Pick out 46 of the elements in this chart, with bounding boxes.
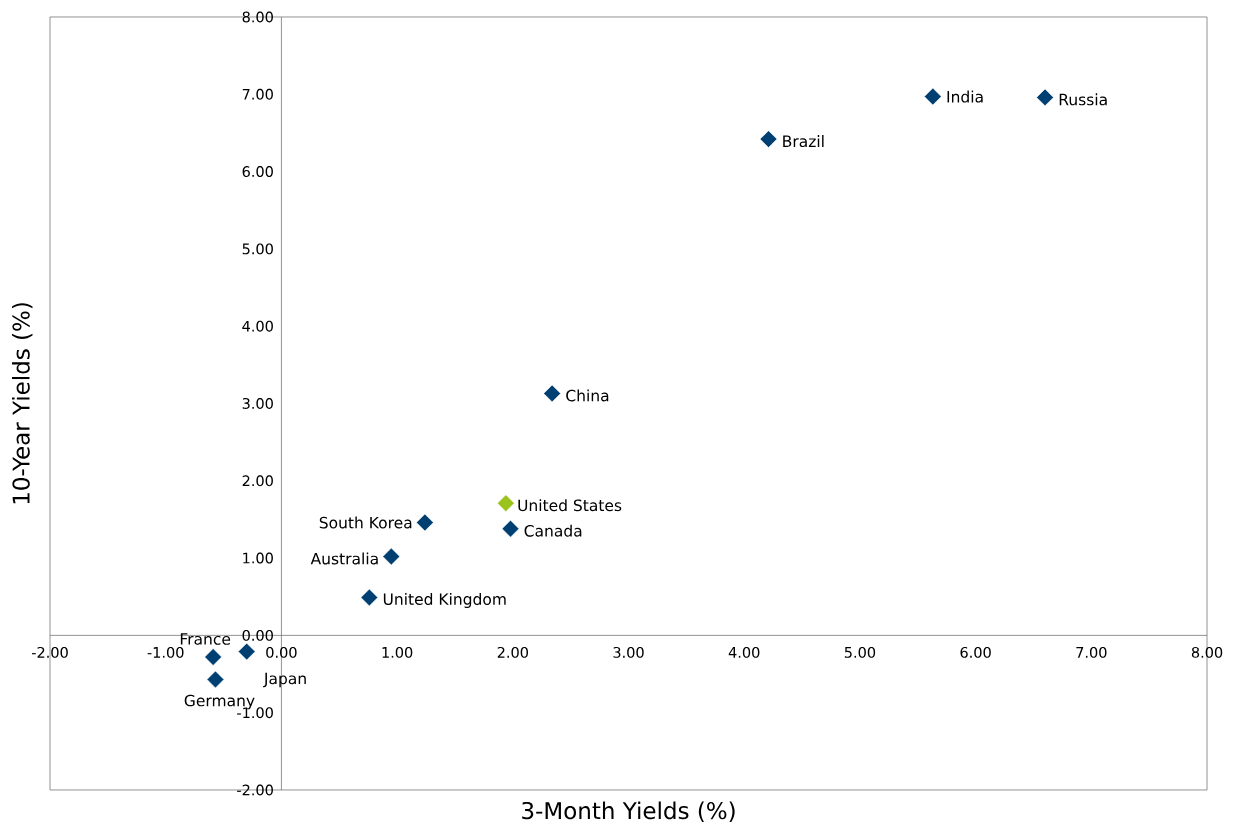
- y-tick-label: -2.00: [237, 784, 273, 796]
- x-tick-label: 6.00: [960, 646, 991, 658]
- y-tick-label: 3.00: [242, 398, 273, 409]
- annotation: Brazil: [783, 135, 824, 148]
- x-tick-label: 0.00: [266, 646, 297, 658]
- point: [1036, 88, 1054, 107]
- annotation: South Korea: [319, 516, 412, 529]
- x-tick-label: 4.00: [728, 646, 760, 658]
- point: [543, 384, 561, 403]
- y-axis-title: 10-Year Yields (%): [11, 303, 33, 504]
- point: [416, 513, 434, 532]
- point: [206, 670, 225, 689]
- annotation: Japan: [263, 672, 306, 688]
- annotation: United States: [518, 499, 622, 512]
- y-tick-label: 8.00: [242, 11, 273, 23]
- y-tick-label: 1.00: [243, 552, 273, 564]
- x-tick-label: 5.00: [844, 646, 876, 658]
- y-tick-label: 0.00: [242, 629, 273, 641]
- x-tick-label: -2.00: [31, 646, 68, 658]
- annotation: Canada: [524, 524, 582, 537]
- annotation: China: [566, 389, 609, 402]
- x-tick-label: 2.00: [497, 646, 528, 658]
- annotation: United Kingdom: [383, 593, 506, 608]
- y-tick-label: 4.00: [242, 320, 273, 332]
- x-tick-label: -1.00: [147, 646, 184, 658]
- y-tick-label: 7.00: [242, 88, 273, 100]
- point: [759, 130, 778, 148]
- x-tick-label: 7.00: [1076, 646, 1107, 658]
- y-tick-label: 6.00: [242, 166, 273, 178]
- point: [924, 87, 942, 106]
- point: [360, 588, 379, 607]
- x-tick-label: 8.00: [1191, 646, 1223, 658]
- point: [237, 642, 256, 661]
- x-tick-label: 3.00: [613, 646, 644, 658]
- annotation: Australia: [310, 552, 378, 565]
- annotation: India: [947, 90, 983, 103]
- x-axis-title: 3-Month Yields (%): [522, 801, 735, 823]
- x-tick-label: 1.00: [382, 646, 413, 658]
- point: [501, 519, 520, 538]
- annotation: Russia: [1059, 93, 1107, 106]
- y-tick-label: 2.00: [242, 475, 273, 487]
- point: [204, 648, 222, 666]
- y-tick-label: 5.00: [242, 243, 273, 255]
- point: [382, 547, 401, 566]
- annotation: France: [180, 633, 231, 645]
- point: [497, 494, 515, 512]
